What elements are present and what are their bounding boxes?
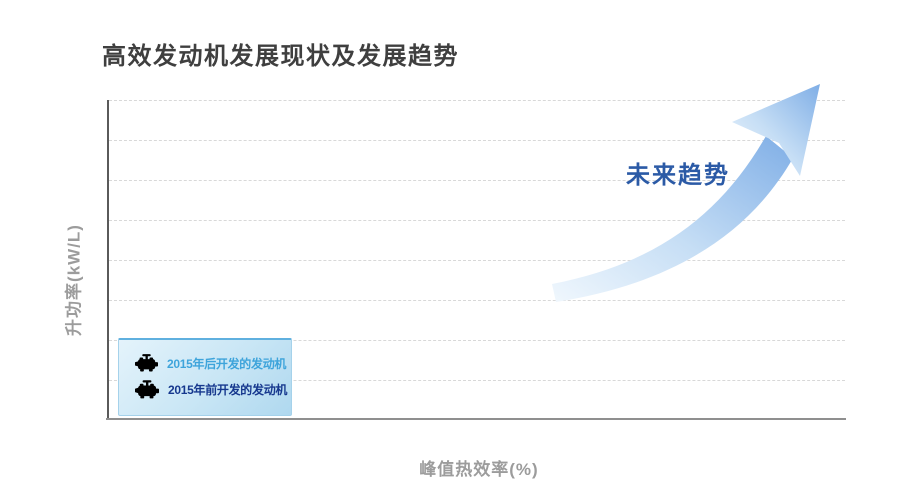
page-title: 高效发动机发展现状及发展趋势 (102, 43, 459, 70)
gridline-h (109, 220, 845, 221)
engine-icon (135, 380, 159, 399)
gridline-h (109, 100, 845, 101)
x-axis-title: 峰值热效率(%) (419, 460, 539, 479)
gridline-h (109, 260, 845, 261)
legend-label: 2015年前开发的发动机 (168, 383, 288, 397)
legend-item-before: 2015年前开发的发动机 (135, 380, 287, 399)
legend-label: 2015年后开发的发动机 (167, 356, 287, 371)
gridline-h (109, 380, 845, 381)
gridline-h (109, 140, 845, 141)
gridline-h (109, 180, 845, 181)
x-axis (106, 418, 846, 420)
y-axis-title: 升功率(kW/L) (64, 224, 84, 336)
future-trend-label: 未来趋势 (626, 162, 730, 189)
legend-item-after: 2015年后开发的发动机 (135, 354, 286, 372)
y-axis (107, 100, 109, 420)
gridline-h (109, 300, 845, 301)
legend-box: 2015年后开发的发动机 2015年前开发的发动机 (118, 338, 292, 416)
engine-icon (135, 354, 158, 372)
gridline-h (109, 340, 845, 341)
